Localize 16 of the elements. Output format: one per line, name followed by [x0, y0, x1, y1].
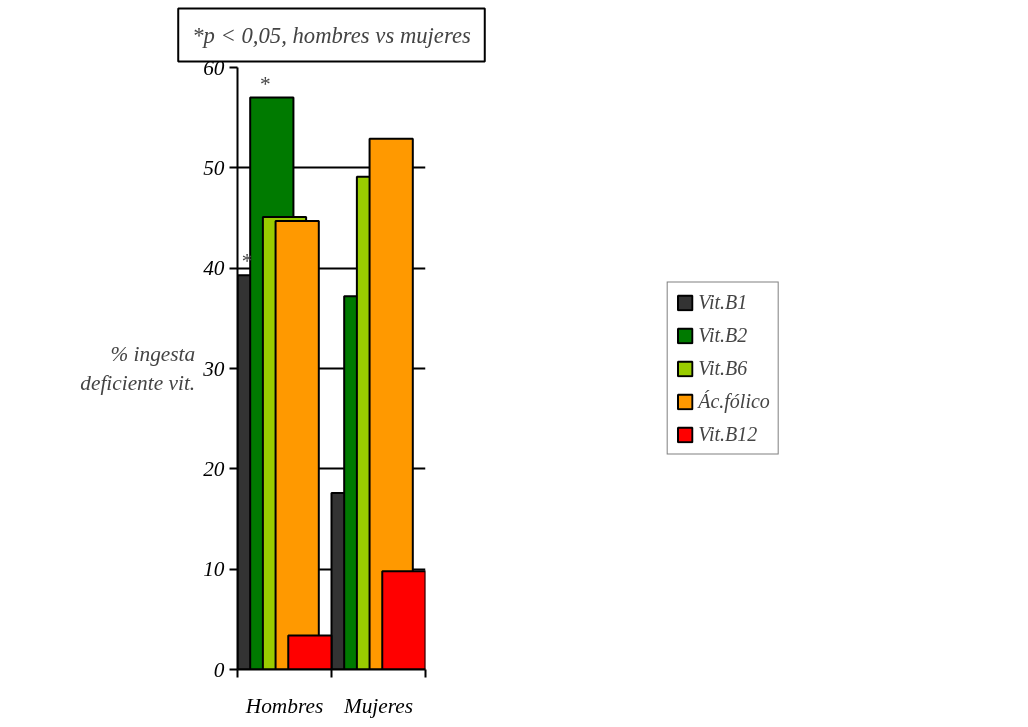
y-tick-label: 30	[202, 356, 225, 381]
x-tick-label: Hombres	[244, 693, 324, 718]
legend-label: Vit.B12	[698, 422, 758, 446]
y-axis-title: % ingesta deficiente vit.	[80, 342, 196, 395]
legend-label: Vit.B6	[698, 356, 748, 380]
legend-label: Vit.B1	[698, 290, 748, 314]
legend-label: Vit.B2	[698, 323, 748, 347]
y-tick-label: 10	[203, 557, 225, 582]
annotation: *	[259, 71, 271, 96]
x-tick-label: Mujeres	[342, 693, 414, 718]
y-tick-label: 0	[213, 657, 225, 682]
text: *p < 0,05, hombres vs mujeres	[192, 22, 471, 48]
y-tick-label: 40	[203, 256, 225, 281]
legend-label: Ác.fólico	[698, 389, 770, 413]
y-tick-label: 20	[203, 456, 225, 481]
y-tick-label: 50	[203, 155, 225, 180]
